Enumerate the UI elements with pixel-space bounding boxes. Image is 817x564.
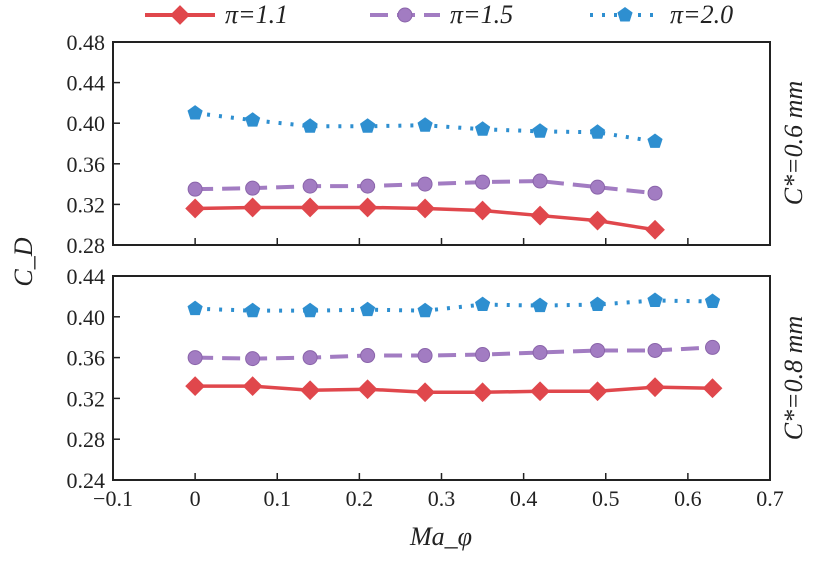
data-point (360, 301, 376, 317)
legend-label: π=1.5 (450, 0, 513, 29)
legend-marker (170, 5, 190, 25)
y-tick-label: 0.44 (67, 71, 106, 96)
panel-2: 0.24 0.28 0.32 0.36 0.40 0.44 −0.1 0 0.1 0.2 0.3 0.… (67, 264, 784, 511)
data-point (475, 174, 491, 190)
data-point (185, 376, 206, 397)
data-point (589, 124, 606, 139)
series-line (195, 298, 713, 313)
data-point (187, 350, 203, 366)
data-point (187, 300, 203, 316)
data-point (530, 381, 550, 402)
x-tick-label: 0.6 (674, 486, 702, 511)
y-tick-label: 0.32 (67, 386, 106, 411)
data-point (302, 302, 318, 318)
data-point (417, 117, 433, 132)
data-point (647, 292, 663, 307)
data-point (475, 347, 491, 363)
x-tick-label: 0.4 (510, 486, 538, 511)
y-tick-label: 0.44 (67, 264, 106, 289)
data-point (360, 118, 376, 133)
y-tick-label: 0.40 (67, 305, 106, 330)
data-point (187, 105, 203, 120)
data-point (532, 297, 548, 313)
y-tick-label: 0.40 (67, 111, 106, 136)
x-axis-label: Ma_φ (409, 522, 472, 551)
data-point (360, 178, 376, 194)
data-point (415, 382, 435, 403)
data-point (245, 302, 261, 318)
legend-marker (617, 7, 633, 22)
data-point (645, 377, 665, 398)
y-tick-label: 0.36 (67, 152, 106, 177)
data-point (242, 376, 263, 397)
panel-1: 0.28 0.32 0.36 0.40 0.44 0.48 (67, 30, 771, 258)
data-point (590, 179, 606, 195)
series-line (195, 384, 713, 395)
data-point (587, 210, 608, 231)
data-point (645, 219, 665, 240)
panel-label-top: C*=0.6 mm (779, 81, 808, 205)
data-point (417, 176, 433, 192)
data-point (475, 296, 491, 311)
data-point (590, 342, 606, 358)
data-point (532, 173, 548, 189)
panel-label-bottom: C*=0.8 mm (779, 316, 808, 440)
y-axis-label: C_D (9, 237, 38, 286)
data-point (530, 205, 550, 226)
data-point (415, 198, 435, 219)
x-tick-label: 0.7 (756, 486, 784, 511)
data-point (242, 197, 263, 218)
data-point (187, 181, 203, 197)
data-point (302, 178, 318, 194)
data-point (245, 351, 261, 367)
data-point (532, 123, 548, 138)
y-tick-label: 0.32 (67, 192, 106, 217)
data-point (300, 197, 320, 218)
y-tick-label: 0.48 (67, 30, 106, 55)
data-point (417, 302, 433, 318)
data-point (589, 296, 606, 311)
data-point (302, 118, 318, 133)
x-tick-label: 0.3 (428, 486, 456, 511)
x-tick-label: −0.1 (93, 486, 133, 511)
data-point (702, 378, 723, 399)
y-tick-label: 0.36 (67, 346, 106, 371)
data-point (300, 380, 320, 401)
data-point (472, 382, 493, 403)
data-point (647, 185, 663, 201)
data-point (417, 348, 433, 364)
x-tick-label: 0.5 (592, 486, 620, 511)
data-point (647, 342, 663, 358)
legend-marker (397, 7, 413, 23)
y-tick-label: 0.28 (67, 427, 106, 452)
y-tick-label: 0.24 (67, 468, 106, 493)
x-tick-label: 0.2 (346, 486, 374, 511)
data-point (472, 200, 493, 221)
legend: π=1.1 π=1.5 π=2.0 (145, 0, 733, 29)
x-tick-label: 0.1 (264, 486, 292, 511)
data-point (587, 381, 608, 402)
legend-label: π=1.1 (225, 0, 288, 29)
plot-frame (112, 41, 771, 246)
legend-label: π=2.0 (670, 0, 733, 29)
data-point (185, 198, 206, 219)
data-point (704, 293, 721, 308)
data-point (532, 345, 548, 360)
data-point (705, 339, 721, 355)
series-line (195, 345, 713, 361)
plot-frame (112, 275, 771, 481)
y-tick-label: 0.28 (67, 233, 106, 258)
data-point (245, 112, 261, 127)
data-point (245, 180, 261, 196)
data-point (357, 197, 378, 218)
data-point (475, 121, 491, 136)
data-point (360, 348, 376, 364)
data-point (357, 379, 378, 400)
x-tick-label: 0 (190, 486, 201, 511)
data-point (647, 133, 663, 148)
data-point (302, 350, 318, 366)
